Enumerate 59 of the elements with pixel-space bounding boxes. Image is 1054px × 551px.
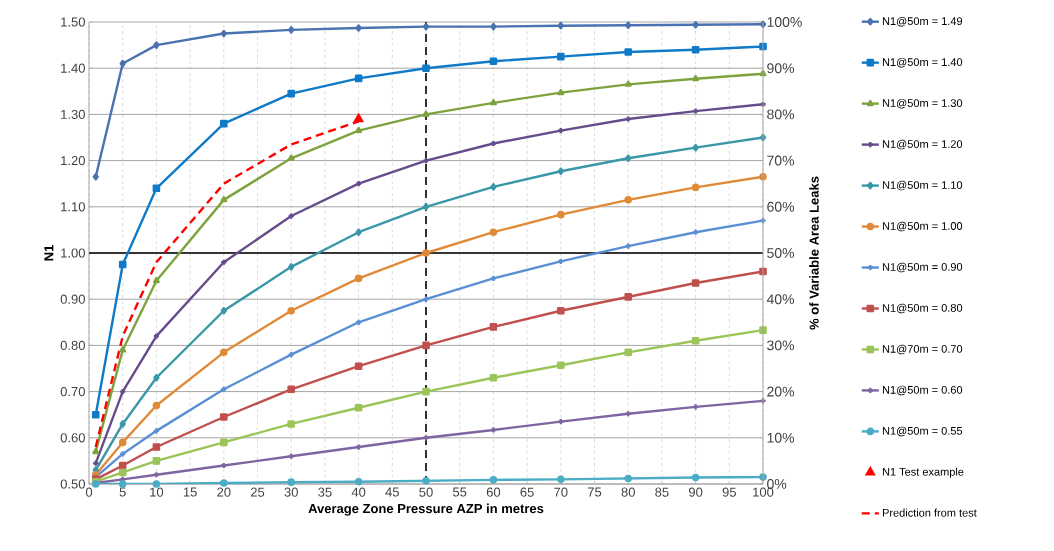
x-tick-label: 70 xyxy=(554,487,568,497)
x-tick-label: 100 xyxy=(753,487,774,497)
x-tick-label: 75 xyxy=(587,487,602,497)
x-tick-label: 5 xyxy=(119,487,126,497)
y-axis-title: N1 xyxy=(44,245,54,261)
y-tick-label: 0.60 xyxy=(60,433,85,443)
legend-label: N1@50m = 1.20 xyxy=(882,139,963,150)
x-tick-label: 35 xyxy=(318,487,332,497)
legend-label: N1 Test example xyxy=(882,467,964,478)
y2-tick-label: 60% xyxy=(767,201,795,212)
x-tick-label: 45 xyxy=(385,487,399,497)
y2-axis-title: % of Variable Area Leaks xyxy=(809,176,819,330)
y2-tick-label: 70% xyxy=(767,155,795,166)
legend-label: N1@50m = 0.80 xyxy=(882,303,963,314)
y-tick-label: 0.50 xyxy=(60,479,85,489)
legend-label: N1@50m = 0.60 xyxy=(882,385,963,396)
legend-label: Prediction from test xyxy=(882,508,977,517)
x-tick-label: 55 xyxy=(452,487,467,497)
x-tick-label: 90 xyxy=(688,487,703,497)
y2-tick-label: 10% xyxy=(767,432,795,443)
legend-label: N1@50m = 1.00 xyxy=(882,221,963,232)
y-tick-label: 1.20 xyxy=(61,155,85,166)
legend-label: N1@70m = 0.70 xyxy=(882,344,963,355)
y-tick-label: 0.80 xyxy=(60,340,85,350)
x-tick-label: 40 xyxy=(351,487,366,497)
y2-tick-label: 50% xyxy=(767,248,795,258)
x-tick-label: 20 xyxy=(217,487,231,497)
legend-label: N1@50m = 1.40 xyxy=(882,57,963,68)
legend-label: N1@50m = 1.49 xyxy=(882,16,963,27)
y2-tick-label: 90% xyxy=(767,63,795,74)
x-tick-label: 60 xyxy=(486,487,501,497)
x-tick-label: 80 xyxy=(621,487,635,497)
y-tick-label: 1.00 xyxy=(61,248,85,258)
legend-label: N1@50m = 0.90 xyxy=(882,262,963,273)
y2-tick-label: 20% xyxy=(767,386,795,397)
y2-tick-label: 0% xyxy=(767,479,787,489)
x-tick-label: 50 xyxy=(419,487,433,497)
legend-label: N1@50m = 1.30 xyxy=(882,98,963,109)
y2-tick-label: 80% xyxy=(767,109,795,120)
x-tick-label: 0 xyxy=(85,487,93,497)
y-tick-label: 0.70 xyxy=(60,386,85,397)
y-tick-label: 1.30 xyxy=(61,109,85,119)
x-tick-label: 65 xyxy=(520,487,534,497)
y-tick-label: 0.90 xyxy=(60,294,85,304)
y-tick-label: 1.50 xyxy=(61,17,85,27)
x-tick-label: 10 xyxy=(150,487,164,497)
x-tick-label: 25 xyxy=(250,487,265,497)
x-tick-label: 15 xyxy=(183,487,197,497)
x-axis-title: Average Zone Pressure AZP in metres xyxy=(308,503,544,516)
x-tick-label: 85 xyxy=(655,487,669,497)
legend-label: N1@50m = 1.10 xyxy=(882,180,963,191)
y2-tick-label: 30% xyxy=(767,340,795,351)
y-tick-label: 1.40 xyxy=(61,63,85,73)
x-tick-label: 30 xyxy=(284,487,298,497)
legend-label: N1@50m = 0.55 xyxy=(882,426,963,437)
y2-tick-label: 40% xyxy=(766,294,795,305)
y2-tick-label: 100% xyxy=(767,17,802,27)
x-tick-label: 95 xyxy=(722,487,736,497)
y-tick-label: 1.10 xyxy=(61,202,85,212)
